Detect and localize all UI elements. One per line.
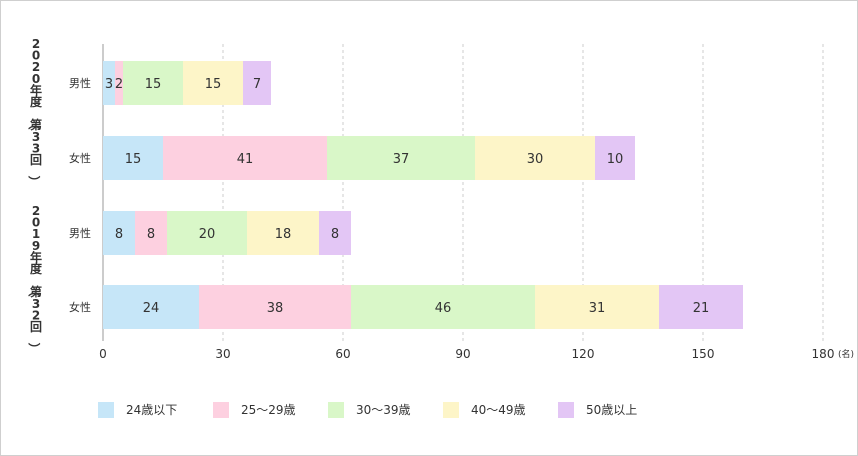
group-label: 2 0 1 9 年度（第 3 2 回）: [27, 204, 43, 355]
bar-value-label: 41: [237, 152, 254, 167]
bar-value-label: 8: [147, 227, 155, 242]
legend-swatch: [443, 402, 459, 418]
bar-value-label: 20: [199, 227, 216, 242]
bar-value-label: 21: [693, 301, 710, 316]
bar-segment: [123, 61, 183, 105]
x-tick-label: 90: [455, 347, 470, 361]
x-tick-label: 60: [335, 347, 350, 361]
x-tick-label: 0: [99, 347, 107, 361]
bar-value-label: 46: [435, 301, 452, 316]
group-label: 2 0 2 0 年度（第 3 3 回）: [27, 37, 43, 188]
bar-segment: [103, 211, 135, 255]
bar-segment: [351, 285, 535, 329]
x-tick-label: 180: [812, 347, 835, 361]
bar-value-label: 8: [115, 227, 123, 242]
legend-swatch: [328, 402, 344, 418]
bar-segment: [183, 61, 243, 105]
legend-label: 50歳以上: [586, 403, 637, 417]
bar-value-label: 2: [115, 77, 123, 92]
bar-value-label: 38: [267, 301, 284, 316]
row-label: 女性: [69, 151, 91, 165]
bar-value-label: 37: [393, 152, 410, 167]
bar-segment: [135, 211, 167, 255]
bar-value-label: 8: [331, 227, 339, 242]
bar-value-label: 18: [275, 227, 292, 242]
bar-value-label: 24: [143, 301, 160, 316]
bar-segment: [659, 285, 743, 329]
bar-segment: [247, 211, 319, 255]
bar-value-label: 30: [527, 152, 544, 167]
bar-value-label: 15: [145, 77, 162, 92]
x-tick-label: 150: [692, 347, 715, 361]
bar-segment: [103, 61, 115, 105]
bar-value-label: 31: [589, 301, 606, 316]
bar-segment: [167, 211, 247, 255]
legend-swatch: [98, 402, 114, 418]
bar-segment: [319, 211, 351, 255]
bar-segment: [475, 136, 595, 180]
bar-segment: [327, 136, 475, 180]
legend-label: 30〜39歳: [356, 403, 411, 417]
row-label: 男性: [69, 226, 91, 240]
legend-swatch: [558, 402, 574, 418]
bar-segment: [103, 136, 163, 180]
bar-value-label: 15: [205, 77, 222, 92]
bar-segment: [163, 136, 327, 180]
x-tick-label: 30: [215, 347, 230, 361]
bar-segment: [103, 285, 199, 329]
legend-label: 24歳以下: [126, 403, 177, 417]
row-label: 男性: [69, 76, 91, 90]
x-tick-label: 120: [572, 347, 595, 361]
bar-value-label: 10: [607, 152, 624, 167]
bar-segment: [535, 285, 659, 329]
legend-label: 40〜49歳: [471, 403, 526, 417]
row-label: 女性: [69, 300, 91, 314]
legend-swatch: [213, 402, 229, 418]
bar-value-label: 3: [105, 77, 113, 92]
bar-value-label: 7: [253, 77, 261, 92]
x-axis-unit: (名): [838, 348, 854, 360]
bar-segment: [199, 285, 351, 329]
bar-segment: [115, 61, 123, 105]
bar-segment: [595, 136, 635, 180]
bar-segment: [243, 61, 271, 105]
legend-label: 25〜29歳: [241, 403, 296, 417]
bar-value-label: 15: [125, 152, 142, 167]
